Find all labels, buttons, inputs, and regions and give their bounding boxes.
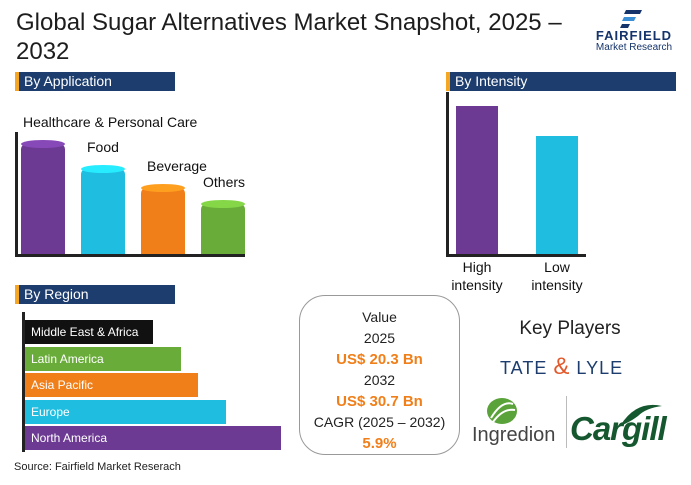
- region-bar: North America: [25, 426, 282, 450]
- application-bar: [21, 143, 65, 254]
- region-bar: Latin America: [25, 346, 182, 371]
- application-bar: [141, 187, 185, 254]
- intensity-bar: [536, 135, 578, 254]
- logo-name: FAIRFIELD: [595, 28, 673, 43]
- by-application-header: By Application: [15, 72, 175, 91]
- ampersand-text: &: [553, 353, 571, 380]
- value-label: Value: [362, 309, 397, 325]
- cagr-label: CAGR (2025 – 2032): [313, 414, 446, 430]
- value-2032: US$ 30.7 Bn: [336, 393, 423, 410]
- application-bar-label: Healthcare & Personal Care: [23, 113, 198, 130]
- application-bar: [201, 204, 245, 254]
- intensity-bar: [456, 105, 498, 254]
- application-bar-label: Food: [87, 138, 119, 155]
- by-region-header: By Region: [15, 285, 175, 304]
- application-bar-label: Others: [203, 174, 246, 191]
- tate-text: TATE: [500, 358, 548, 378]
- region-bar: Europe: [25, 399, 226, 424]
- value-2025: US$ 20.3 Bn: [336, 351, 423, 368]
- intensity-x-axis: [446, 254, 586, 257]
- application-x-axis: [15, 254, 245, 257]
- ingredion-leaf-icon: [487, 398, 517, 424]
- ingredion-logo: Ingredion: [472, 424, 556, 446]
- intensity-y-axis: [446, 92, 449, 256]
- fairfield-logo: FAIRFIELD Market Research: [584, 8, 684, 56]
- key-players-divider: [566, 396, 567, 448]
- page-title: Global Sugar Alternatives Market Snapsho…: [16, 9, 562, 65]
- by-intensity-header: By Intensity: [446, 72, 676, 91]
- intensity-bar-label: Low intensity: [531, 259, 583, 293]
- region-bar: Asia Pacific: [25, 373, 198, 397]
- lyle-text: LYLE: [576, 358, 624, 378]
- application-bar-label: Beverage: [147, 157, 207, 174]
- logo-subtitle: Market Research: [595, 42, 673, 53]
- value-year-2025: 2025: [363, 330, 396, 346]
- source-note: Source: Fairfield Market Reserach: [14, 461, 181, 473]
- tate-lyle-logo: TATE & LYLE: [500, 352, 630, 382]
- region-bar: Middle East & Africa: [25, 320, 154, 344]
- value-year-2032: 2032: [363, 372, 396, 388]
- application-bar: [81, 168, 125, 254]
- key-players-title: Key Players: [519, 318, 621, 339]
- cagr-value: 5.9%: [362, 435, 397, 452]
- cargill-logo: Cargill: [570, 410, 667, 447]
- application-y-axis: [15, 132, 18, 256]
- market-value-box: Value 2025 US$ 20.3 Bn 2032 US$ 30.7 Bn …: [299, 295, 460, 455]
- intensity-bar-label: High intensity: [451, 259, 503, 293]
- fairfield-logo-icon: [620, 10, 642, 28]
- region-y-axis: [22, 312, 25, 452]
- cargill-leaf-icon: [620, 404, 662, 426]
